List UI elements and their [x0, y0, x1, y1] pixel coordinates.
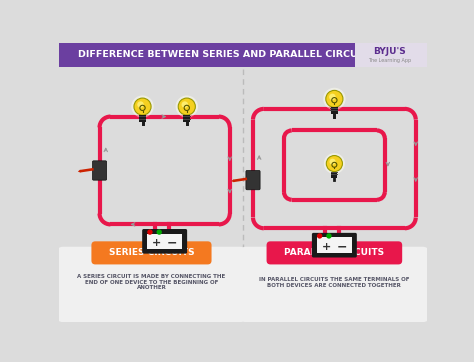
Circle shape — [326, 156, 342, 172]
FancyBboxPatch shape — [183, 119, 191, 120]
FancyBboxPatch shape — [240, 247, 429, 322]
Circle shape — [323, 88, 346, 110]
FancyBboxPatch shape — [57, 247, 246, 322]
FancyBboxPatch shape — [59, 43, 427, 67]
Circle shape — [134, 98, 151, 115]
FancyBboxPatch shape — [331, 174, 338, 175]
FancyBboxPatch shape — [356, 43, 427, 67]
FancyBboxPatch shape — [138, 116, 146, 117]
Circle shape — [156, 230, 162, 235]
FancyBboxPatch shape — [183, 116, 191, 117]
FancyBboxPatch shape — [331, 172, 338, 173]
FancyBboxPatch shape — [356, 43, 427, 67]
FancyBboxPatch shape — [330, 108, 338, 109]
FancyBboxPatch shape — [92, 161, 107, 180]
FancyBboxPatch shape — [331, 172, 337, 178]
Circle shape — [326, 90, 343, 108]
FancyArrow shape — [78, 168, 94, 173]
Circle shape — [147, 230, 153, 235]
FancyBboxPatch shape — [312, 233, 357, 257]
Text: DIFFERENCE BETWEEN SERIES AND PARALLEL CIRCUITS: DIFFERENCE BETWEEN SERIES AND PARALLEL C… — [78, 50, 374, 59]
FancyArrow shape — [231, 177, 247, 182]
FancyBboxPatch shape — [331, 108, 337, 114]
FancyBboxPatch shape — [317, 237, 352, 253]
FancyBboxPatch shape — [91, 241, 211, 264]
FancyBboxPatch shape — [183, 115, 190, 122]
Circle shape — [329, 94, 336, 100]
FancyBboxPatch shape — [139, 115, 146, 122]
FancyBboxPatch shape — [330, 110, 338, 111]
Text: BYJU'S: BYJU'S — [373, 47, 406, 56]
Circle shape — [137, 101, 144, 108]
Circle shape — [317, 233, 322, 239]
FancyBboxPatch shape — [147, 233, 182, 249]
Text: +: + — [152, 238, 162, 248]
Text: +: + — [322, 242, 331, 252]
Text: −: − — [167, 236, 178, 249]
Text: A SERIES CIRCUIT IS MADE BY CONNECTING THE
END OF ONE DEVICE TO THE BEGINNING OF: A SERIES CIRCUIT IS MADE BY CONNECTING T… — [77, 274, 226, 290]
Text: The Learning App: The Learning App — [368, 58, 411, 63]
Circle shape — [178, 98, 195, 115]
FancyBboxPatch shape — [246, 171, 260, 190]
Text: −: − — [337, 240, 347, 253]
Circle shape — [131, 96, 154, 118]
Text: PARALLEL CIRCUITS: PARALLEL CIRCUITS — [284, 248, 384, 257]
FancyBboxPatch shape — [266, 241, 402, 264]
Circle shape — [324, 153, 345, 174]
Circle shape — [326, 233, 332, 239]
FancyBboxPatch shape — [142, 229, 187, 254]
FancyBboxPatch shape — [330, 111, 338, 113]
FancyBboxPatch shape — [138, 119, 146, 120]
Circle shape — [182, 101, 188, 108]
Text: SERIES CIRCUITS: SERIES CIRCUITS — [109, 248, 194, 257]
Text: IN PARALLEL CIRCUITS THE SAME TERMINALS OF
BOTH DEVICES ARE CONNECTED TOGETHER: IN PARALLEL CIRCUITS THE SAME TERMINALS … — [259, 277, 410, 287]
Circle shape — [175, 96, 198, 118]
Circle shape — [329, 159, 336, 165]
